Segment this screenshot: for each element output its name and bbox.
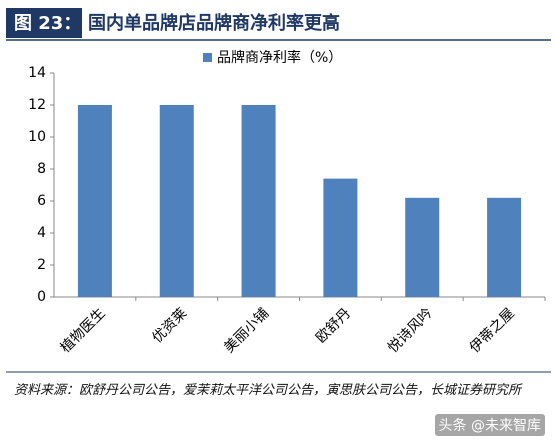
x-tick-label: 优资莱	[149, 305, 190, 346]
x-tick-label: 美丽小铺	[221, 305, 272, 356]
y-tick-label: 0	[37, 289, 46, 305]
watermark: 头条 @未来智库	[434, 414, 545, 436]
bar	[159, 105, 194, 297]
bar	[77, 105, 112, 297]
y-tick-label: 12	[28, 97, 46, 113]
legend-label: 品牌商净利率（%）	[217, 49, 342, 66]
title-badge	[6, 8, 82, 38]
y-tick-label: 8	[37, 161, 46, 177]
y-tick-label: 4	[37, 225, 46, 241]
x-tick-label: 欧舒丹	[313, 305, 354, 346]
x-tick-label: 植物医生	[58, 305, 109, 356]
bar	[405, 197, 440, 297]
y-tick-label: 10	[28, 129, 46, 145]
y-tick-label: 14	[28, 65, 46, 81]
legend-swatch	[203, 53, 212, 62]
bar	[241, 105, 276, 297]
bar	[487, 197, 522, 297]
y-tick-label: 6	[37, 193, 46, 209]
x-tick-label: 伊蒂之屋	[467, 305, 518, 356]
y-tick-label: 2	[37, 257, 46, 273]
bar	[323, 178, 358, 297]
source-note: 资料来源：欧舒丹公司公告，爱茉莉太平洋公司公告，寅思肤公司公告，长城证券研究所	[14, 383, 522, 398]
x-tick-label: 悦诗风吟	[385, 305, 436, 356]
figure-label: 图 23：	[14, 13, 81, 34]
chart-title: 国内单品牌店品牌商净利率更高	[88, 12, 340, 34]
